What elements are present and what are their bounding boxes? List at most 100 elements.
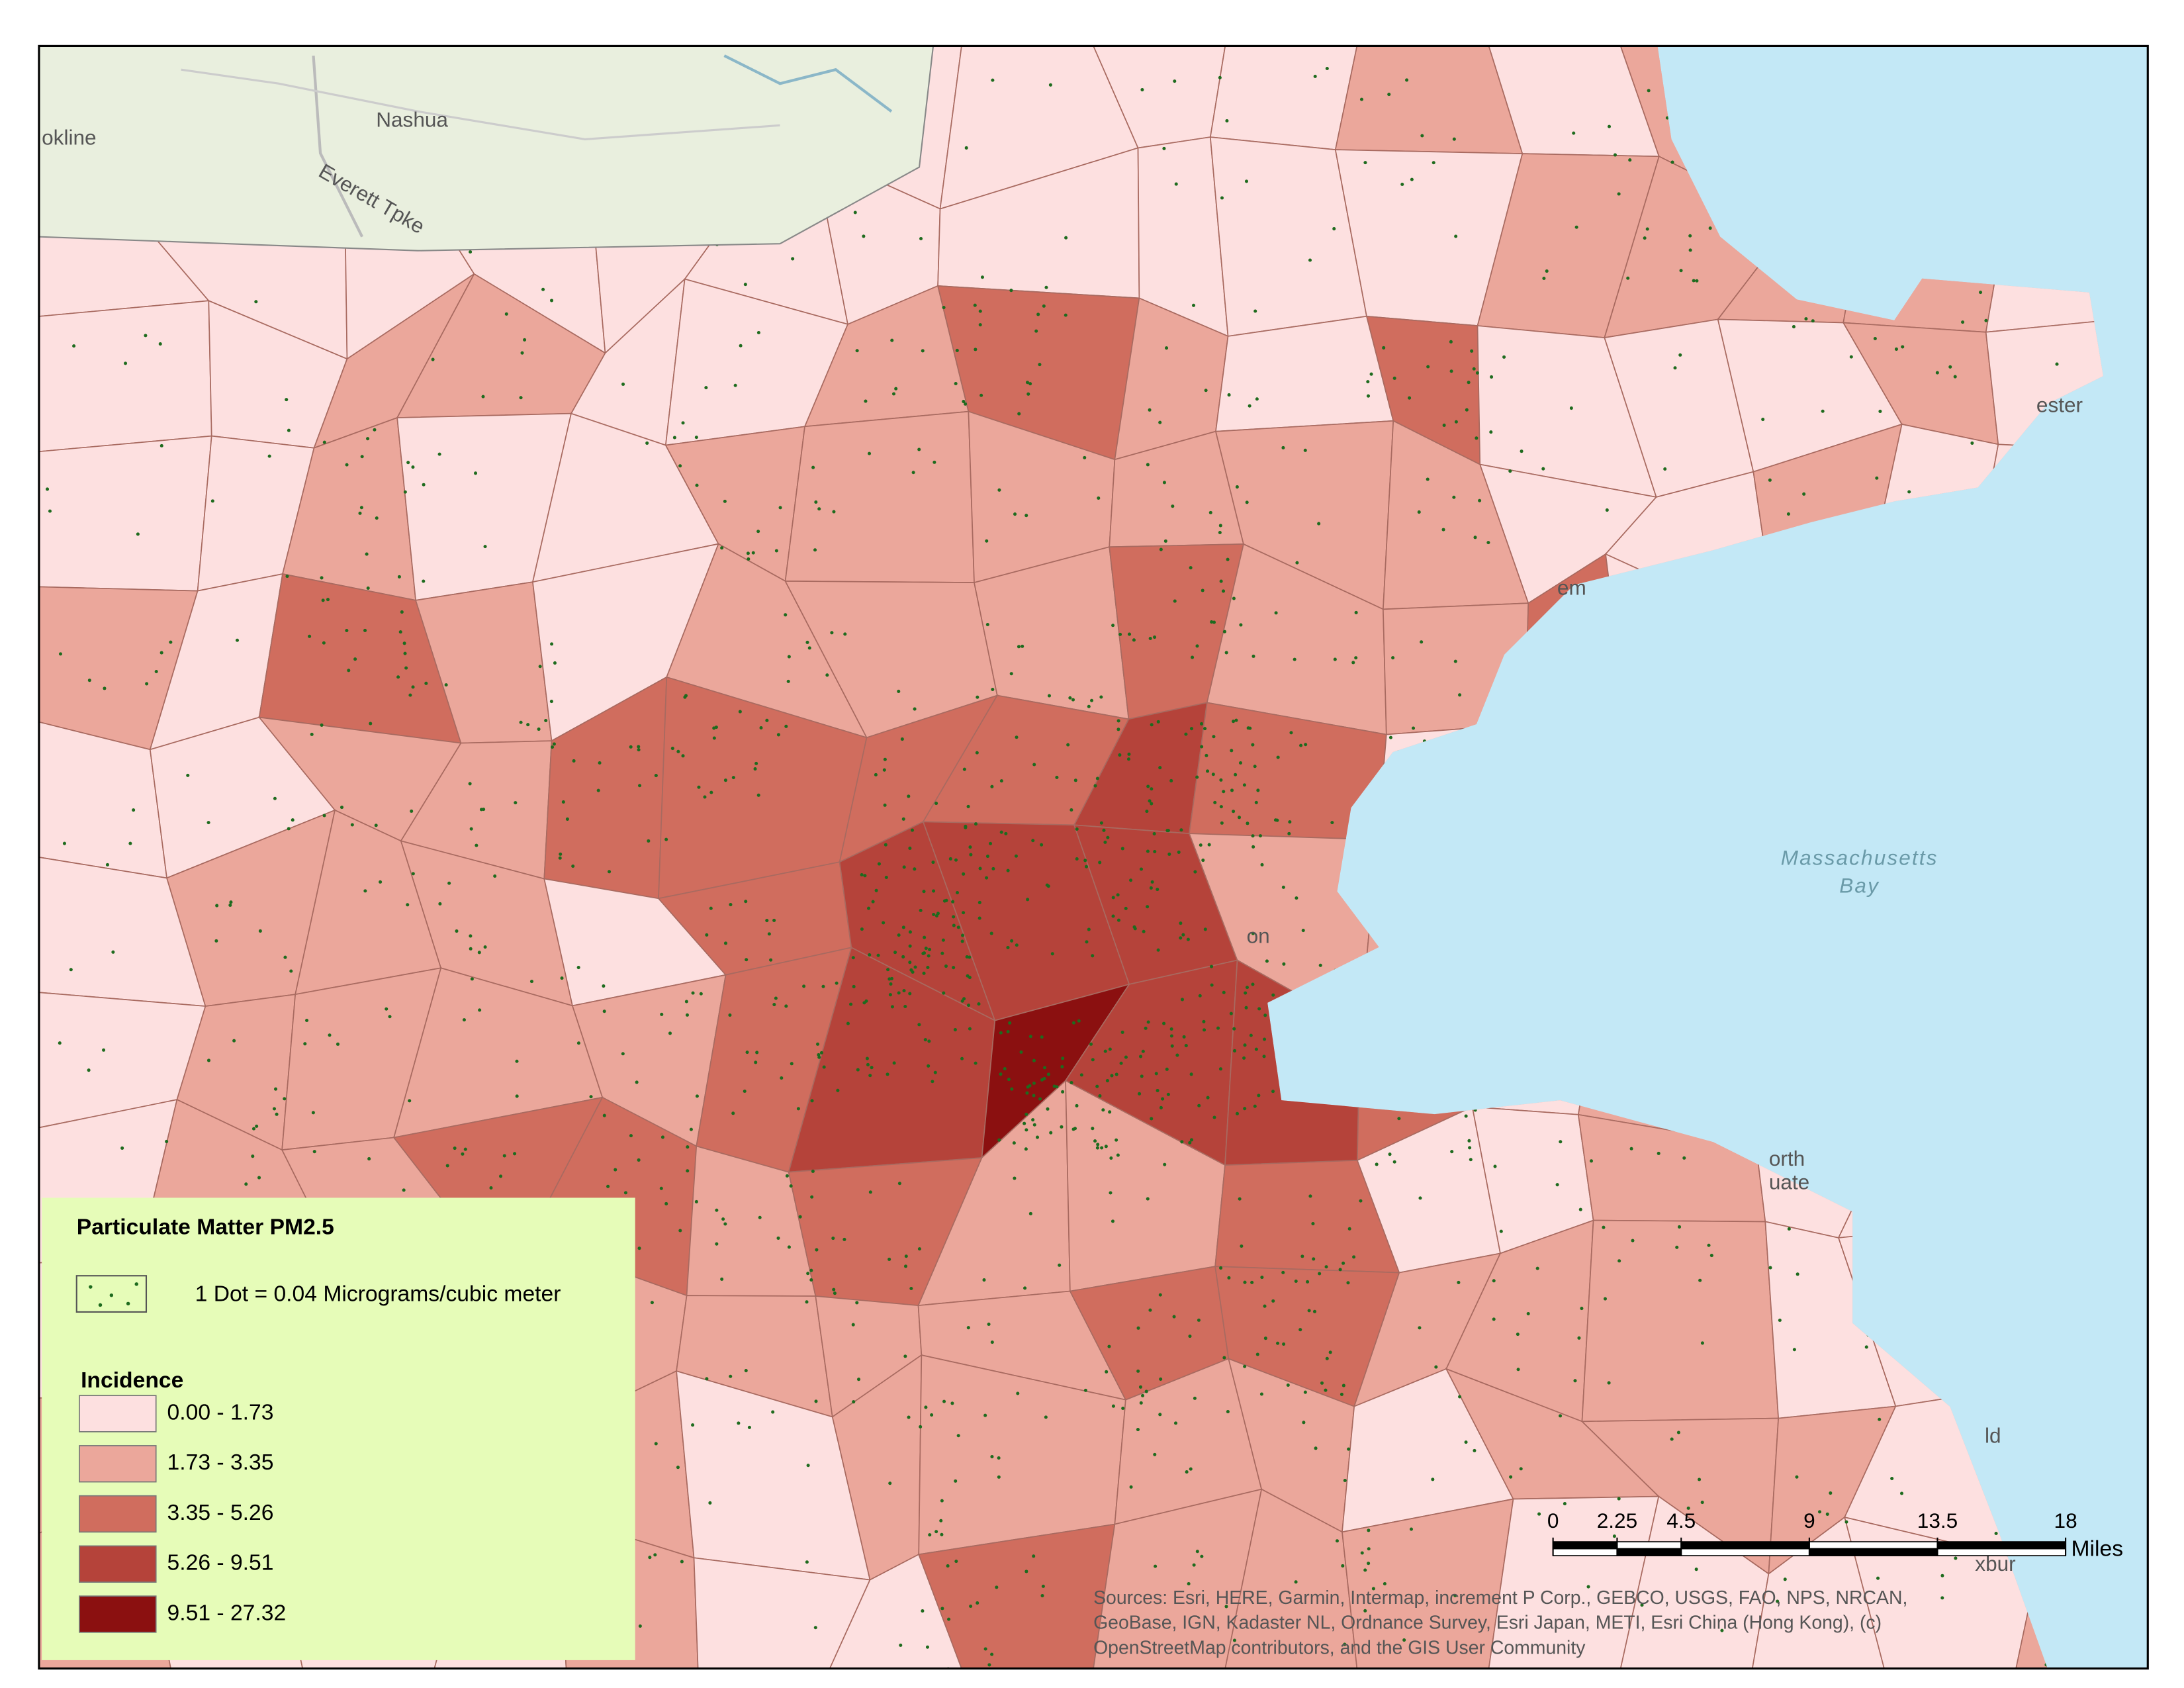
region xyxy=(38,300,212,453)
dot xyxy=(1120,847,1124,851)
dot xyxy=(1186,937,1190,941)
dot xyxy=(1012,1141,1016,1145)
dot xyxy=(1244,1006,1248,1009)
dot xyxy=(1169,1034,1173,1038)
dot xyxy=(806,1464,810,1468)
dot xyxy=(1093,1139,1097,1143)
dot xyxy=(1994,1531,1998,1536)
region xyxy=(1985,316,2103,453)
dot xyxy=(320,576,324,580)
dot xyxy=(942,1399,946,1403)
dot xyxy=(1050,952,1054,956)
dot xyxy=(1253,309,1257,313)
dot xyxy=(474,471,478,475)
dot xyxy=(1049,1131,1053,1135)
dot xyxy=(1351,661,1355,665)
dot xyxy=(1245,986,1249,990)
dot xyxy=(1694,1568,1698,1571)
dot xyxy=(811,1169,815,1173)
dot xyxy=(772,918,776,922)
dot xyxy=(789,1184,793,1188)
dot xyxy=(821,984,825,988)
dot xyxy=(676,1466,680,1470)
dot-swatch xyxy=(75,1275,148,1313)
dot xyxy=(664,1201,668,1205)
dot xyxy=(1318,1272,1322,1276)
dot xyxy=(397,575,401,579)
dot xyxy=(550,299,554,303)
dot xyxy=(1203,727,1207,731)
dot xyxy=(1263,1304,1267,1308)
dot xyxy=(1475,371,1479,375)
dot xyxy=(883,803,887,807)
dot xyxy=(403,490,407,494)
dot xyxy=(1492,1279,1496,1283)
dot xyxy=(999,1072,1003,1076)
dot xyxy=(819,1051,823,1055)
dot xyxy=(499,1174,503,1178)
dot xyxy=(411,465,415,469)
dot xyxy=(1282,1342,1286,1346)
dot xyxy=(709,790,713,794)
dot xyxy=(255,1124,259,1128)
dot xyxy=(901,925,905,929)
dot xyxy=(571,864,575,868)
dot xyxy=(406,903,410,907)
dot xyxy=(1367,1562,1371,1566)
dot xyxy=(1153,849,1157,854)
dot xyxy=(1314,1446,1318,1450)
dot xyxy=(1617,1497,1621,1501)
dot xyxy=(825,673,829,677)
dot-label: 1 Dot = 0.04 Micrograms/cubic meter xyxy=(195,1282,561,1307)
dot xyxy=(366,586,370,590)
dot xyxy=(776,1236,780,1240)
dot xyxy=(345,628,349,632)
dot xyxy=(1338,1268,1342,1272)
dot xyxy=(72,344,76,348)
dot xyxy=(723,499,727,503)
dot xyxy=(932,912,936,917)
dot xyxy=(159,651,163,655)
dot xyxy=(969,1604,973,1609)
dot xyxy=(1075,827,1079,831)
dot xyxy=(552,742,556,746)
dot xyxy=(715,1242,719,1246)
dot xyxy=(358,511,362,515)
dot xyxy=(544,718,548,723)
region xyxy=(1581,1219,1780,1423)
dot xyxy=(928,1533,932,1537)
dot xyxy=(1115,1138,1118,1142)
scale-tick-label: 13.5 xyxy=(1917,1509,1958,1532)
dot xyxy=(1478,498,1482,502)
dot xyxy=(990,784,994,788)
dot xyxy=(550,745,555,749)
dot xyxy=(1006,868,1010,872)
dot xyxy=(1161,1097,1165,1101)
dot xyxy=(235,638,240,642)
dot xyxy=(602,1009,606,1013)
dot xyxy=(1150,723,1154,727)
dot xyxy=(1224,1605,1228,1609)
dot xyxy=(1420,134,1424,138)
water-label: Massachusetts xyxy=(1781,845,1938,869)
dot xyxy=(1193,870,1197,874)
dot xyxy=(1829,1491,1833,1495)
dot xyxy=(1226,1410,1230,1414)
dot xyxy=(715,1208,719,1212)
dot xyxy=(909,968,913,972)
dot xyxy=(784,613,788,617)
region xyxy=(829,1554,963,1669)
dot xyxy=(927,1039,931,1043)
dot xyxy=(697,785,701,789)
dot xyxy=(810,1195,814,1199)
dot xyxy=(1138,1385,1142,1389)
dot xyxy=(1502,355,1506,359)
dot xyxy=(1293,657,1297,661)
dot xyxy=(1015,943,1019,947)
dot xyxy=(862,234,866,238)
dot xyxy=(1516,1333,1520,1336)
attribution: Sources: Esri, HERE, Garmin, Intermap, i… xyxy=(1093,1587,1907,1659)
dot xyxy=(1709,1254,1713,1258)
map-frame xyxy=(38,44,2149,1670)
dot xyxy=(1366,394,1371,398)
